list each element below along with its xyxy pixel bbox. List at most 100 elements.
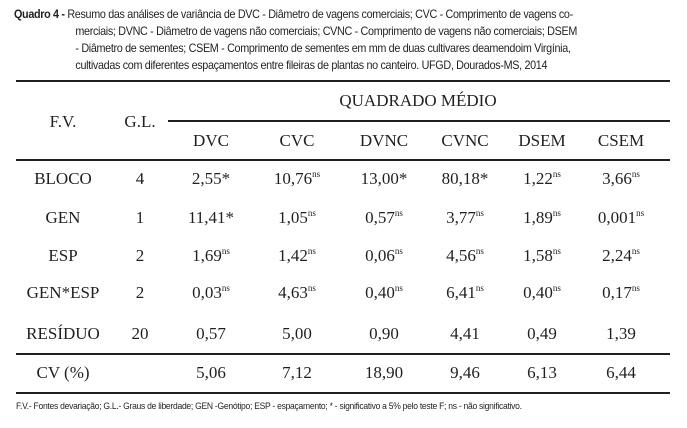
column-header-cvc: CVC (279, 131, 315, 150)
significance-mark: ns (552, 246, 561, 256)
caption-line: cultivadas com diferentes espaçamentos e… (75, 59, 548, 72)
significance-mark: ns (307, 208, 316, 218)
significance-mark: ns (394, 246, 403, 256)
cell-value: 0,17 (602, 283, 632, 302)
table-cell: 1,22ns (523, 169, 561, 189)
table-bottom-rule (16, 392, 670, 394)
table-cell: 13,00* (361, 169, 408, 189)
table-cell: 0,57ns (365, 208, 403, 228)
row-gl: 4 (135, 169, 145, 188)
table-cell: 1,05ns (278, 208, 316, 228)
table-cell: 0,90 (369, 324, 399, 344)
column-header-cvnc: CVNC (441, 131, 489, 150)
cell-value: 10,76 (273, 169, 313, 188)
cell-value: 5,00 (282, 324, 312, 343)
cell-value: 3,66 (602, 169, 632, 188)
table-cell: 9,46 (450, 363, 480, 383)
significance-mark: ns (552, 283, 561, 293)
cell-value: 0,40 (365, 283, 395, 302)
significance-mark: ns (307, 246, 316, 256)
column-header-dvc: DVC (193, 131, 229, 150)
table-cell: 3,66ns (602, 169, 640, 189)
table-top-rule (16, 80, 670, 82)
caption-line: Resumo das análises de variância de DVC … (67, 8, 573, 21)
cell-value: 4,63 (278, 283, 308, 302)
cell-value: 1,39 (606, 324, 636, 343)
table-cell: 4,56ns (446, 246, 484, 266)
caption-line: merciais; DVNC - Diâmetro de vagens não … (75, 25, 578, 38)
cell-value: 1,69 (192, 246, 222, 265)
table-cell: 6,44 (606, 363, 636, 383)
caption-line: - Diâmetro de sementes; CSEM - Comprimen… (75, 42, 571, 55)
cell-value: 1,05 (278, 208, 308, 227)
table-cell: 4,41 (450, 324, 480, 344)
cell-value: 18,90 (364, 363, 404, 382)
cell-value: 80,18* (441, 169, 489, 188)
table-cell: 0,17ns (602, 283, 640, 303)
table-cell: 2,24ns (602, 246, 640, 266)
significance-mark: ns (475, 246, 484, 256)
row-label: BLOCO (34, 169, 92, 188)
row-gl: 2 (135, 246, 145, 265)
significance-mark: ns (475, 283, 484, 293)
table-cell: 1,42ns (278, 246, 316, 266)
table-cell: 1,58ns (523, 246, 561, 266)
cell-value: 0,90 (369, 324, 399, 343)
cell-value: 1,89 (523, 208, 553, 227)
row-gl: 2 (135, 283, 145, 302)
cell-value: 6,44 (606, 363, 636, 382)
cell-value: 0,001 (597, 208, 637, 227)
group-header: QUADRADO MÉDIO (339, 91, 497, 110)
table-cell: 1,39 (606, 324, 636, 344)
fv-header: F.V. (49, 112, 77, 131)
significance-mark: ns (631, 246, 640, 256)
significance-mark: ns (221, 283, 230, 293)
table-cell: 4,63ns (278, 283, 316, 303)
cell-value: 11,41* (187, 208, 235, 227)
significance-mark: ns (394, 283, 403, 293)
significance-mark: ns (475, 208, 484, 218)
cell-value: 1,22 (523, 169, 553, 188)
row-gl: 1 (135, 208, 145, 227)
row-label: RESÍDUO (26, 324, 100, 343)
table-cell: 1,89ns (523, 208, 561, 228)
significance-mark: ns (636, 208, 645, 218)
table-cell: 3,77ns (446, 208, 484, 228)
table-cell: 2,55* (192, 169, 230, 189)
table-cell: 0,001ns (598, 208, 644, 228)
table-cell: 7,12 (282, 363, 312, 383)
column-header-csem: CSEM (597, 131, 645, 150)
cell-value: 1,58 (523, 246, 553, 265)
cell-value: 1,42 (278, 246, 308, 265)
table-cell: 10,76ns (274, 169, 320, 189)
cell-value: 3,77 (446, 208, 476, 227)
cell-value: 6,41 (446, 283, 476, 302)
table-cell: 11,41* (188, 208, 234, 228)
cell-value: 7,12 (282, 363, 312, 382)
row-gl: 20 (131, 324, 149, 343)
row-label: GEN (45, 208, 81, 227)
cell-value: 0,49 (527, 324, 557, 343)
table-cell: 0,03ns (192, 283, 230, 303)
cell-value: 0,03 (192, 283, 222, 302)
table-cell: 5,06 (196, 363, 226, 383)
row-label: GEN*ESP (26, 283, 100, 302)
table-cell: 0,57 (196, 324, 226, 344)
significance-mark: ns (631, 169, 640, 179)
cell-value: 6,13 (527, 363, 557, 382)
cell-value: 4,41 (450, 324, 480, 343)
significance-mark: ns (394, 208, 403, 218)
caption-label: Quadro 4 - (14, 8, 65, 21)
cell-value: 0,40 (523, 283, 553, 302)
cell-value: 5,06 (196, 363, 226, 382)
cell-value: 4,56 (446, 246, 476, 265)
table-cell: 5,00 (282, 324, 312, 344)
cell-value: 13,00* (360, 169, 408, 188)
cell-value: 0,57 (365, 208, 395, 227)
significance-mark: ns (312, 169, 321, 179)
table-cell: 0,49 (527, 324, 557, 344)
table-cell: 0,06ns (365, 246, 403, 266)
cell-value: 9,46 (450, 363, 480, 382)
row-label: CV (%) (36, 363, 90, 382)
